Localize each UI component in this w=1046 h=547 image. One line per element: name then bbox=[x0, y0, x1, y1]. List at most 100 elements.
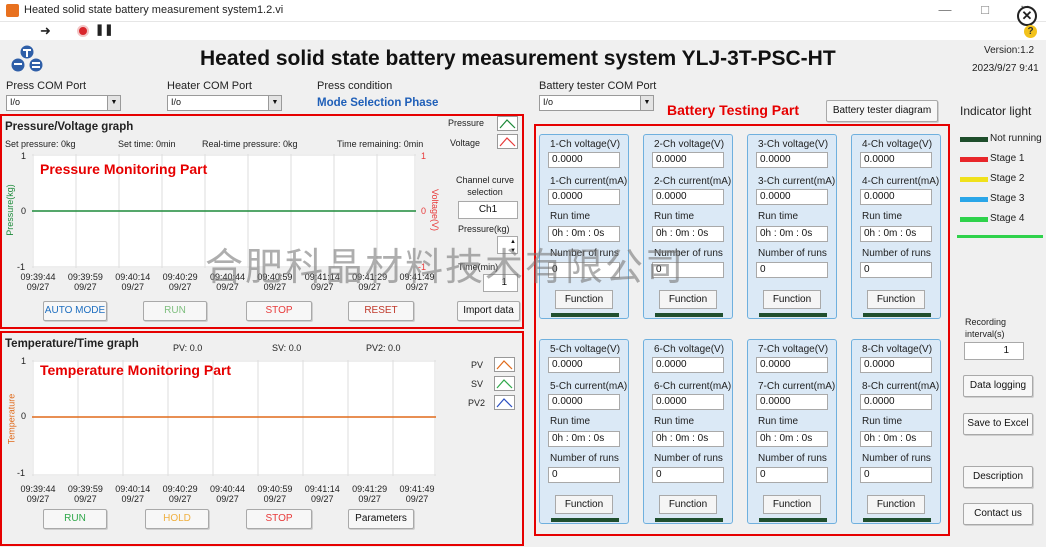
temp-hold-button[interactable]: HOLD bbox=[145, 509, 209, 529]
pause-icon[interactable]: ❚❚ bbox=[95, 24, 114, 36]
indicator-label: Stage 4 bbox=[990, 213, 1025, 224]
stepper-up-icon[interactable]: ▲ bbox=[510, 239, 516, 245]
run-arrow-icon[interactable]: ➜ bbox=[40, 23, 51, 38]
pressure-kg-label: Pressure(kg) bbox=[458, 224, 510, 234]
press-com-select[interactable]: I/o ▼ bbox=[6, 95, 121, 111]
help-icon[interactable]: ? bbox=[1024, 25, 1037, 38]
pressure-stop-button[interactable]: STOP bbox=[246, 301, 312, 321]
abort-icon[interactable] bbox=[77, 25, 89, 37]
temperature-xtick: 09:41:49 09/27 bbox=[397, 484, 437, 504]
voltage-value: 0.0000 bbox=[652, 357, 724, 373]
pv-value: 0.0 bbox=[189, 343, 203, 353]
temp-stop-button[interactable]: STOP bbox=[246, 509, 312, 529]
pressure-xtick: 09:40:44 09/27 bbox=[208, 272, 248, 292]
pressure-run-button[interactable]: RUN bbox=[143, 301, 207, 321]
temperature-xtick: 09:40:44 09/27 bbox=[208, 484, 248, 504]
xtick-date: 09/27 bbox=[263, 282, 287, 292]
xtick-time: 09:39:44 bbox=[20, 484, 56, 494]
battery-com-select[interactable]: I/o ▼ bbox=[539, 95, 654, 111]
runtime-label: Run time bbox=[550, 416, 591, 427]
page-title: Heated solid state battery measurement s… bbox=[200, 47, 836, 70]
sv-label: SV: bbox=[272, 343, 287, 353]
pressure-xtick: 09:39:59 09/27 bbox=[65, 272, 105, 292]
heater-com-select[interactable]: I/o ▼ bbox=[167, 95, 282, 111]
temperature-ylabel: Temperature bbox=[6, 393, 17, 445]
function-button[interactable]: Function bbox=[555, 290, 613, 309]
minimize-button[interactable]: — bbox=[938, 2, 952, 17]
set-time-value: 0min bbox=[156, 139, 176, 149]
pressure-reset-button[interactable]: RESET bbox=[348, 301, 414, 321]
import-data-button[interactable]: Import data bbox=[457, 301, 520, 321]
realtime-pressure-label: Real-time pressure: bbox=[202, 139, 281, 149]
function-button[interactable]: Function bbox=[867, 495, 925, 514]
function-button[interactable]: Function bbox=[867, 290, 925, 309]
window-title: Heated solid state battery measurement s… bbox=[24, 4, 284, 16]
voltage-ytick-mid: 0 bbox=[421, 206, 427, 216]
time-remaining-value: 0min bbox=[403, 139, 424, 149]
xtick-date: 09/27 bbox=[216, 282, 239, 292]
status-indicator-bar bbox=[655, 313, 723, 317]
runs-label: Number of runs bbox=[654, 453, 723, 464]
legend-pv-label: PV bbox=[471, 360, 484, 370]
time-min-label: Time(min) bbox=[458, 262, 499, 272]
temperature-xtick: 09:41:29 09/27 bbox=[350, 484, 390, 504]
voltage-ytick-top: 1 bbox=[421, 151, 427, 161]
press-condition-value: Mode Selection Phase bbox=[317, 97, 439, 109]
stepper-down-icon[interactable]: ▼ bbox=[510, 248, 516, 254]
current-value: 0.0000 bbox=[860, 394, 932, 410]
close-panel-icon[interactable]: ✕ bbox=[1017, 6, 1037, 26]
legend-sv-label: SV bbox=[471, 379, 484, 389]
voltage-label: 6-Ch voltage(V) bbox=[654, 344, 725, 355]
maximize-button[interactable]: □ bbox=[981, 2, 989, 17]
indicator-separator bbox=[957, 235, 1043, 238]
indicator-swatch bbox=[960, 177, 988, 182]
pressure-part-label: Pressure Monitoring Part bbox=[40, 161, 208, 177]
parameters-button[interactable]: Parameters bbox=[348, 509, 414, 529]
channel-select[interactable]: Ch1 bbox=[458, 201, 518, 219]
time-min-stepper[interactable]: 1 bbox=[483, 274, 518, 292]
function-button[interactable]: Function bbox=[763, 495, 821, 514]
current-value: 0.0000 bbox=[860, 189, 932, 205]
auto-mode-button[interactable]: AUTO MODE bbox=[43, 301, 107, 321]
xtick-time: 09:41:14 bbox=[304, 272, 340, 282]
pressure-xtick: 09:41:49 09/27 bbox=[397, 272, 437, 292]
function-button[interactable]: Function bbox=[659, 495, 717, 514]
voltage-label: 8-Ch voltage(V) bbox=[862, 344, 933, 355]
temp-ytick-top: 1 bbox=[21, 356, 27, 366]
xtick-date: 09/27 bbox=[74, 494, 97, 504]
status-indicator-bar bbox=[551, 313, 619, 317]
window-titlebar: Heated solid state battery measurement s… bbox=[0, 0, 1046, 22]
description-button[interactable]: Description bbox=[963, 466, 1033, 488]
data-logging-button[interactable]: Data logging bbox=[963, 375, 1033, 397]
recording-interval-input[interactable]: 1 bbox=[964, 342, 1024, 360]
pressure-kg-stepper[interactable]: ▲ ▼ bbox=[497, 236, 518, 254]
xtick-date: 09/27 bbox=[405, 282, 429, 292]
runtime-value: 0h : 0m : 0s bbox=[756, 226, 828, 242]
battery-diagram-button[interactable]: Battery tester diagram bbox=[826, 100, 938, 122]
channel-card-4: 4-Ch voltage(V) 0.0000 4-Ch current(mA) 0.0… bbox=[851, 134, 941, 319]
pressure-ytick-bottom: -1 bbox=[17, 262, 26, 272]
pressure-graph-title: Pressure/Voltage graph bbox=[5, 121, 134, 133]
legend-sv-swatch bbox=[494, 376, 515, 391]
save-excel-button[interactable]: Save to Excel bbox=[963, 413, 1033, 435]
voltage-ylabel: Voltage(V) bbox=[430, 188, 441, 232]
set-pressure-label: Set pressure: bbox=[5, 139, 59, 149]
pv2-label: PV2: bbox=[366, 343, 386, 353]
status-indicator-bar bbox=[863, 518, 931, 522]
current-label: 2-Ch current(mA) bbox=[654, 176, 732, 187]
current-value: 0.0000 bbox=[548, 394, 620, 410]
function-button[interactable]: Function bbox=[555, 495, 613, 514]
contact-us-button[interactable]: Contact us bbox=[963, 503, 1033, 525]
channel-card-5: 5-Ch voltage(V) 0.0000 5-Ch current(mA) 0.0… bbox=[539, 339, 629, 524]
pressure-xtick: 09:39:44 09/27 bbox=[18, 272, 58, 292]
channel-curve-label: Channel curve selection bbox=[455, 175, 515, 197]
voltage-value: 0.0000 bbox=[652, 152, 724, 168]
runtime-value: 0h : 0m : 0s bbox=[548, 431, 620, 447]
indicator-swatch bbox=[960, 197, 988, 202]
temperature-plot-area bbox=[32, 360, 436, 476]
app-icon bbox=[6, 4, 19, 17]
temp-run-button[interactable]: RUN bbox=[43, 509, 107, 529]
voltage-label: 5-Ch voltage(V) bbox=[550, 344, 621, 355]
function-button[interactable]: Function bbox=[763, 290, 821, 309]
function-button[interactable]: Function bbox=[659, 290, 717, 309]
